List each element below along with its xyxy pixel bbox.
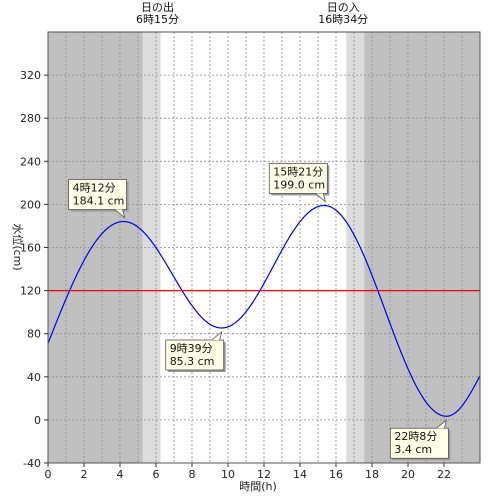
y-tick-label: 200 bbox=[20, 198, 41, 211]
callout-level: 184.1 cm bbox=[73, 195, 125, 208]
tide-curve bbox=[47, 204, 481, 417]
callout-time: 9時39分 bbox=[170, 342, 213, 355]
callout-level: 85.3 cm bbox=[170, 355, 215, 368]
sunrise-label: 日の出 bbox=[141, 0, 174, 14]
x-tick-label: 10 bbox=[221, 468, 235, 481]
sunset-label: 日の入 bbox=[327, 1, 360, 14]
x-tick-label: 12 bbox=[257, 468, 271, 481]
y-tick-label: 160 bbox=[20, 242, 41, 255]
callout-box bbox=[268, 163, 328, 194]
callout-box bbox=[389, 427, 449, 459]
callout-time: 4時12分 bbox=[73, 182, 116, 195]
night-band bbox=[48, 32, 143, 463]
callout-pointer bbox=[315, 193, 326, 203]
y-tick-label: 120 bbox=[20, 285, 41, 298]
callout-pointer bbox=[436, 419, 448, 429]
callout-pointer bbox=[114, 209, 126, 219]
morning-twilight-band bbox=[142, 32, 161, 463]
x-tick-label: 6 bbox=[153, 468, 160, 481]
y-tick-label: 320 bbox=[20, 69, 41, 82]
y-tick-label: 0 bbox=[34, 414, 41, 427]
y-tick-label: 280 bbox=[20, 112, 41, 125]
callout-box bbox=[68, 179, 127, 210]
axis-ticks: 0 2 4 6 8 10 12 14 16 18 20 22 -40 0 40 80 120 160 200 240 2… bbox=[20, 69, 451, 481]
y-tick-label: 240 bbox=[20, 155, 41, 168]
x-tick-label: 8 bbox=[189, 468, 196, 481]
x-tick-label: 22 bbox=[437, 468, 451, 481]
y-tick-label: 80 bbox=[27, 328, 41, 341]
sunrise-time: 6時15分 bbox=[136, 13, 179, 26]
callout-level: 3.4 cm bbox=[394, 443, 432, 456]
x-tick-label: 0 bbox=[45, 468, 52, 481]
callout-time: 22時8分 bbox=[394, 430, 437, 443]
x-tick-label: 14 bbox=[293, 468, 307, 481]
y-tick-label: -40 bbox=[23, 457, 41, 470]
callout-level: 199.0 cm bbox=[273, 178, 325, 191]
x-tick-label: 2 bbox=[81, 468, 88, 481]
x-tick-label: 20 bbox=[401, 468, 415, 481]
x-axis-label: 時間(h) bbox=[239, 480, 277, 493]
x-tick-label: 18 bbox=[365, 468, 379, 481]
y-tick-label: 40 bbox=[27, 371, 41, 384]
x-tick-label: 4 bbox=[117, 468, 124, 481]
x-tick-label: 16 bbox=[329, 468, 343, 481]
callout-time: 15時21分 bbox=[273, 165, 323, 178]
evening-twilight-band bbox=[346, 32, 365, 463]
sunset-time: 16時34分 bbox=[318, 13, 368, 26]
callout-pointer bbox=[211, 330, 223, 341]
callout-box bbox=[165, 339, 225, 371]
y-axis-label: 水位(cm) bbox=[11, 223, 25, 270]
tide-curve-layer bbox=[47, 204, 481, 417]
